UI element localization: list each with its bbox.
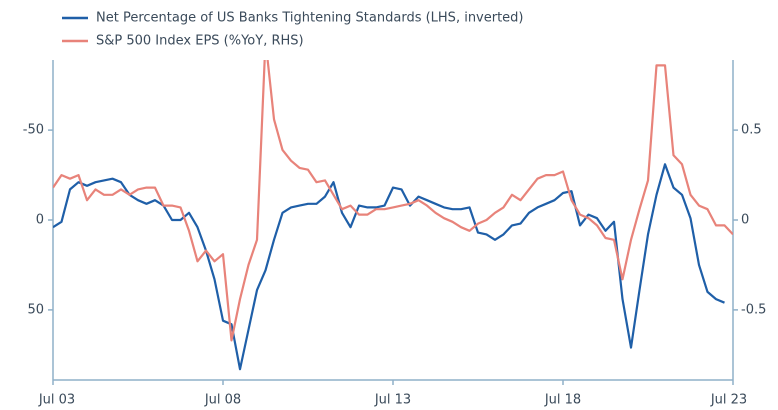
y2-tick-label: 0 — [741, 213, 749, 228]
y-tick-label: 50 — [27, 302, 44, 317]
y-tick-label: 0 — [36, 213, 44, 228]
series-line — [53, 60, 733, 342]
y2-tick-label: 0.5 — [741, 123, 762, 138]
x-tick-label: Jul 03 — [38, 393, 75, 408]
legend-label: Net Percentage of US Banks Tightening St… — [96, 11, 524, 26]
y-tick-label: -50 — [23, 123, 44, 138]
x-tick-label: Jul 23 — [710, 393, 747, 408]
y2-tick-label: -0.5 — [741, 302, 766, 317]
legend-label: S&P 500 Index EPS (%YoY, RHS) — [96, 34, 304, 49]
plot — [53, 60, 733, 371]
x-tick-label: Jul 13 — [374, 393, 411, 408]
x-tick-label: Jul 18 — [544, 393, 581, 408]
series-line — [53, 163, 725, 371]
x-tick-label: Jul 08 — [204, 393, 241, 408]
